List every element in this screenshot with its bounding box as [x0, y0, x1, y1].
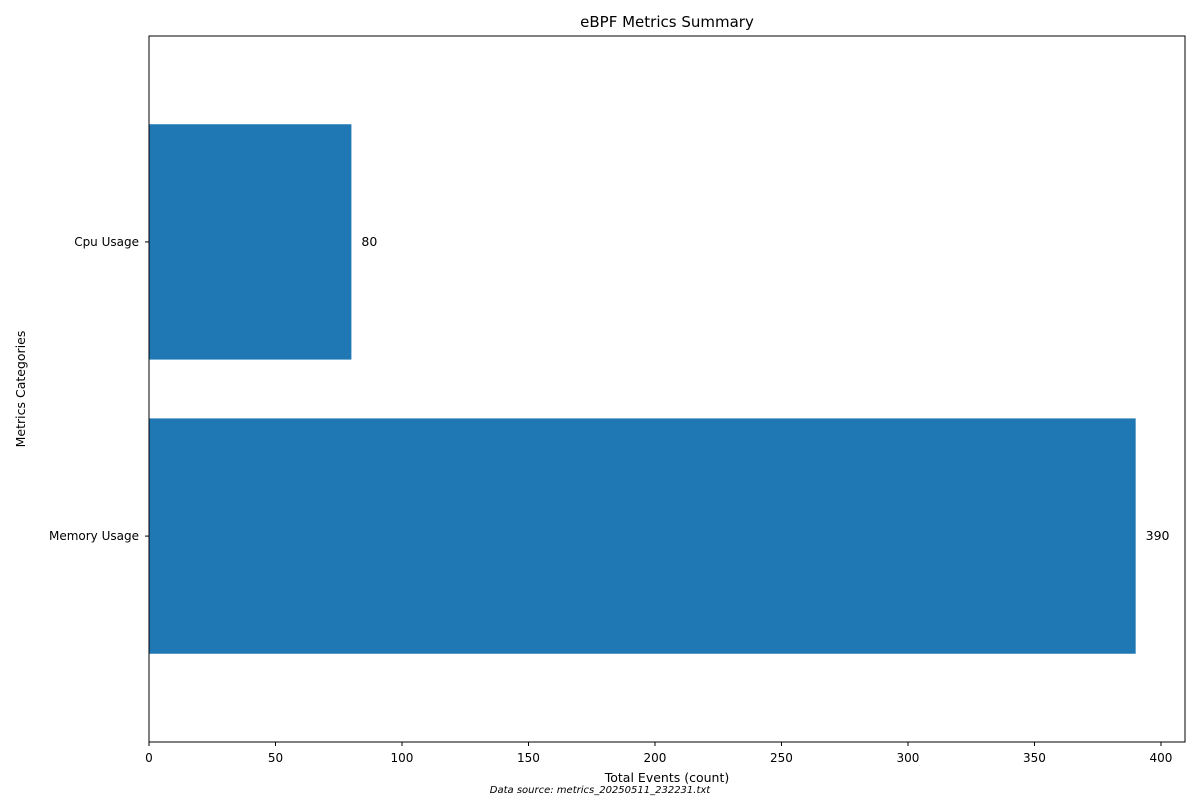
x-axis-label: Total Events (count) [604, 770, 729, 785]
bar-memory-usage [149, 418, 1136, 654]
x-tick-label: 200 [644, 751, 667, 765]
x-axis: 0 50 100 150 200 250 300 350 400 [145, 742, 1172, 765]
x-tick-label: 300 [897, 751, 920, 765]
y-axis-label: Metrics Categories [13, 331, 28, 448]
y-axis: Memory Usage Cpu Usage [49, 235, 149, 543]
bar-labels-layer: 390 80 [361, 234, 1169, 543]
data-source-note: Data source: metrics_20250511_232231.txt [490, 785, 712, 796]
y-tick-label: Memory Usage [49, 529, 139, 543]
chart-title: eBPF Metrics Summary [580, 13, 754, 31]
y-tick-label: Cpu Usage [74, 235, 139, 249]
x-tick-label: 250 [770, 751, 793, 765]
x-tick-label: 100 [391, 751, 414, 765]
x-tick-label: 0 [145, 751, 153, 765]
x-tick-label: 150 [517, 751, 540, 765]
x-tick-label: 400 [1150, 751, 1173, 765]
bar-value-label: 390 [1146, 528, 1170, 543]
plot-frame [148, 35, 1186, 743]
x-tick-label: 350 [1023, 751, 1046, 765]
bar-cpu-usage [149, 124, 352, 360]
bar-value-label: 80 [361, 234, 377, 249]
x-tick-label: 50 [268, 751, 283, 765]
bars-layer [149, 124, 1136, 654]
